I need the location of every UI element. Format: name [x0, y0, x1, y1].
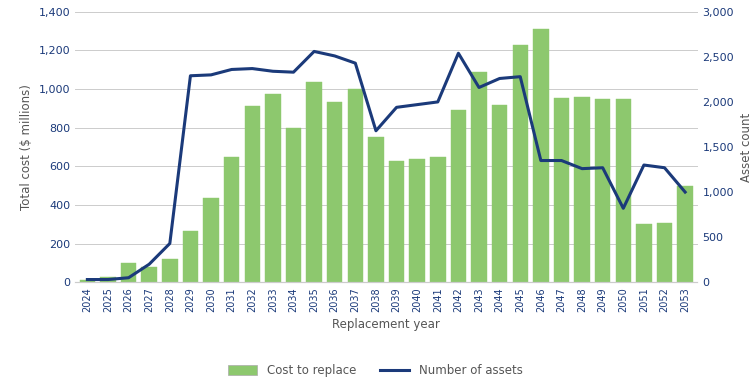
Bar [492, 105, 507, 282]
Bar [388, 162, 404, 282]
Bar [80, 280, 95, 282]
Bar [430, 157, 445, 282]
Bar [574, 97, 590, 282]
Bar [347, 89, 363, 282]
X-axis label: Replacement year: Replacement year [332, 318, 440, 330]
Y-axis label: Asset count: Asset count [740, 113, 750, 181]
Bar [162, 259, 178, 282]
Bar [121, 263, 136, 282]
Y-axis label: Total cost ($ millions): Total cost ($ millions) [20, 84, 33, 210]
Bar [512, 45, 528, 282]
Bar [368, 137, 384, 282]
Bar [307, 82, 322, 282]
Bar [142, 267, 157, 282]
Bar [636, 224, 652, 282]
Bar [266, 94, 280, 282]
Bar [471, 72, 487, 282]
Bar [533, 29, 548, 282]
Bar [100, 278, 116, 282]
Bar [595, 99, 610, 282]
Legend: Cost to replace, Number of assets: Cost to replace, Number of assets [223, 360, 527, 382]
Bar [327, 102, 343, 282]
Bar [286, 128, 302, 282]
Bar [244, 107, 260, 282]
Bar [410, 159, 425, 282]
Bar [451, 110, 466, 282]
Bar [183, 231, 198, 282]
Bar [224, 157, 239, 282]
Bar [554, 98, 569, 282]
Bar [203, 198, 219, 282]
Bar [616, 99, 631, 282]
Bar [657, 223, 672, 282]
Bar [677, 186, 693, 282]
